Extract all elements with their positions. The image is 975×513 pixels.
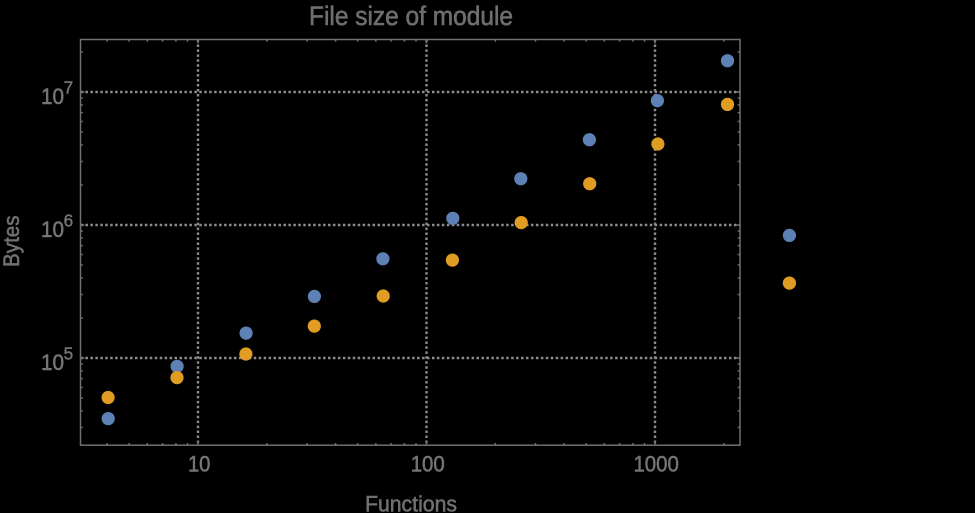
svg-text:10: 10	[188, 452, 211, 477]
svg-text:100: 100	[411, 452, 445, 477]
svg-text:10: 10	[41, 217, 64, 242]
svg-text:7: 7	[64, 77, 74, 97]
svg-text:10: 10	[41, 350, 64, 375]
svg-text:10: 10	[41, 84, 64, 109]
svg-text:Bytes: Bytes	[0, 215, 24, 267]
svg-text:5: 5	[64, 343, 74, 363]
svg-text:6: 6	[64, 210, 74, 230]
svg-text:File size of module: File size of module	[309, 1, 513, 31]
svg-text:Functions: Functions	[365, 492, 457, 513]
svg-text:1000: 1000	[633, 452, 679, 477]
